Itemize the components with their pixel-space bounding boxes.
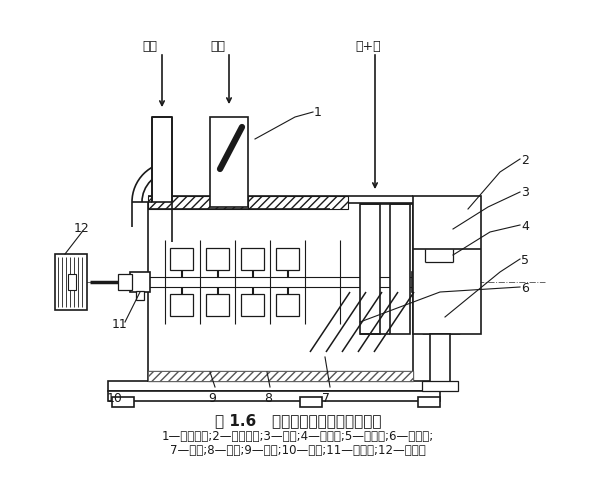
- Bar: [276, 294, 299, 316]
- Bar: [108, 381, 440, 391]
- Text: 4: 4: [521, 220, 529, 232]
- Bar: [112, 397, 134, 407]
- Bar: [148, 196, 248, 209]
- Bar: [241, 248, 264, 270]
- Bar: [152, 117, 172, 202]
- Bar: [206, 248, 229, 270]
- Polygon shape: [425, 222, 453, 247]
- Bar: [390, 204, 410, 334]
- Bar: [418, 291, 426, 300]
- Bar: [206, 294, 229, 316]
- Bar: [276, 248, 299, 270]
- Text: 5: 5: [521, 254, 529, 266]
- Text: 3: 3: [521, 187, 529, 200]
- Bar: [300, 397, 322, 407]
- Bar: [241, 294, 264, 316]
- Bar: [412, 272, 432, 292]
- Bar: [418, 397, 440, 407]
- Text: 7—锤头;8—内衬;9—机壳;10—机架;11—轴承座;12—皮带轮: 7—锤头;8—内衬;9—机壳;10—机架;11—轴承座;12—皮带轮: [170, 445, 426, 457]
- Bar: [360, 204, 380, 334]
- Bar: [108, 391, 440, 401]
- Bar: [148, 371, 413, 381]
- Text: 2: 2: [521, 153, 529, 167]
- Bar: [68, 274, 76, 290]
- Text: 物料: 物料: [210, 40, 225, 54]
- Bar: [148, 277, 413, 287]
- Polygon shape: [423, 302, 460, 334]
- Bar: [148, 371, 413, 381]
- Text: 6: 6: [521, 281, 529, 295]
- Text: 12: 12: [74, 223, 90, 236]
- Text: 10: 10: [107, 393, 123, 406]
- Bar: [422, 381, 458, 391]
- Text: 图 1.6   风选锤式粉碎机结构原理图: 图 1.6 风选锤式粉碎机结构原理图: [215, 413, 381, 429]
- Text: 回风: 回风: [142, 40, 157, 54]
- Bar: [413, 196, 481, 334]
- Text: 11: 11: [112, 318, 128, 331]
- Bar: [210, 117, 248, 207]
- Text: 7: 7: [322, 393, 330, 406]
- Bar: [430, 334, 450, 391]
- Bar: [130, 272, 150, 292]
- Text: 9: 9: [208, 393, 216, 406]
- Polygon shape: [330, 209, 413, 267]
- Bar: [118, 274, 132, 290]
- Bar: [170, 294, 193, 316]
- Bar: [55, 254, 87, 310]
- Bar: [248, 196, 348, 209]
- Text: 1—进料插板;2—风机外壳;3—风叶;4—调风阀;5—截锥体;6—挡料棒;: 1—进料插板;2—风机外壳;3—风叶;4—调风阀;5—截锥体;6—挡料棒;: [162, 431, 434, 444]
- Text: 风+粉: 风+粉: [355, 40, 381, 54]
- Bar: [148, 203, 413, 381]
- Bar: [170, 248, 193, 270]
- Text: 1: 1: [314, 107, 322, 119]
- Bar: [136, 291, 144, 300]
- Text: 8: 8: [264, 393, 272, 406]
